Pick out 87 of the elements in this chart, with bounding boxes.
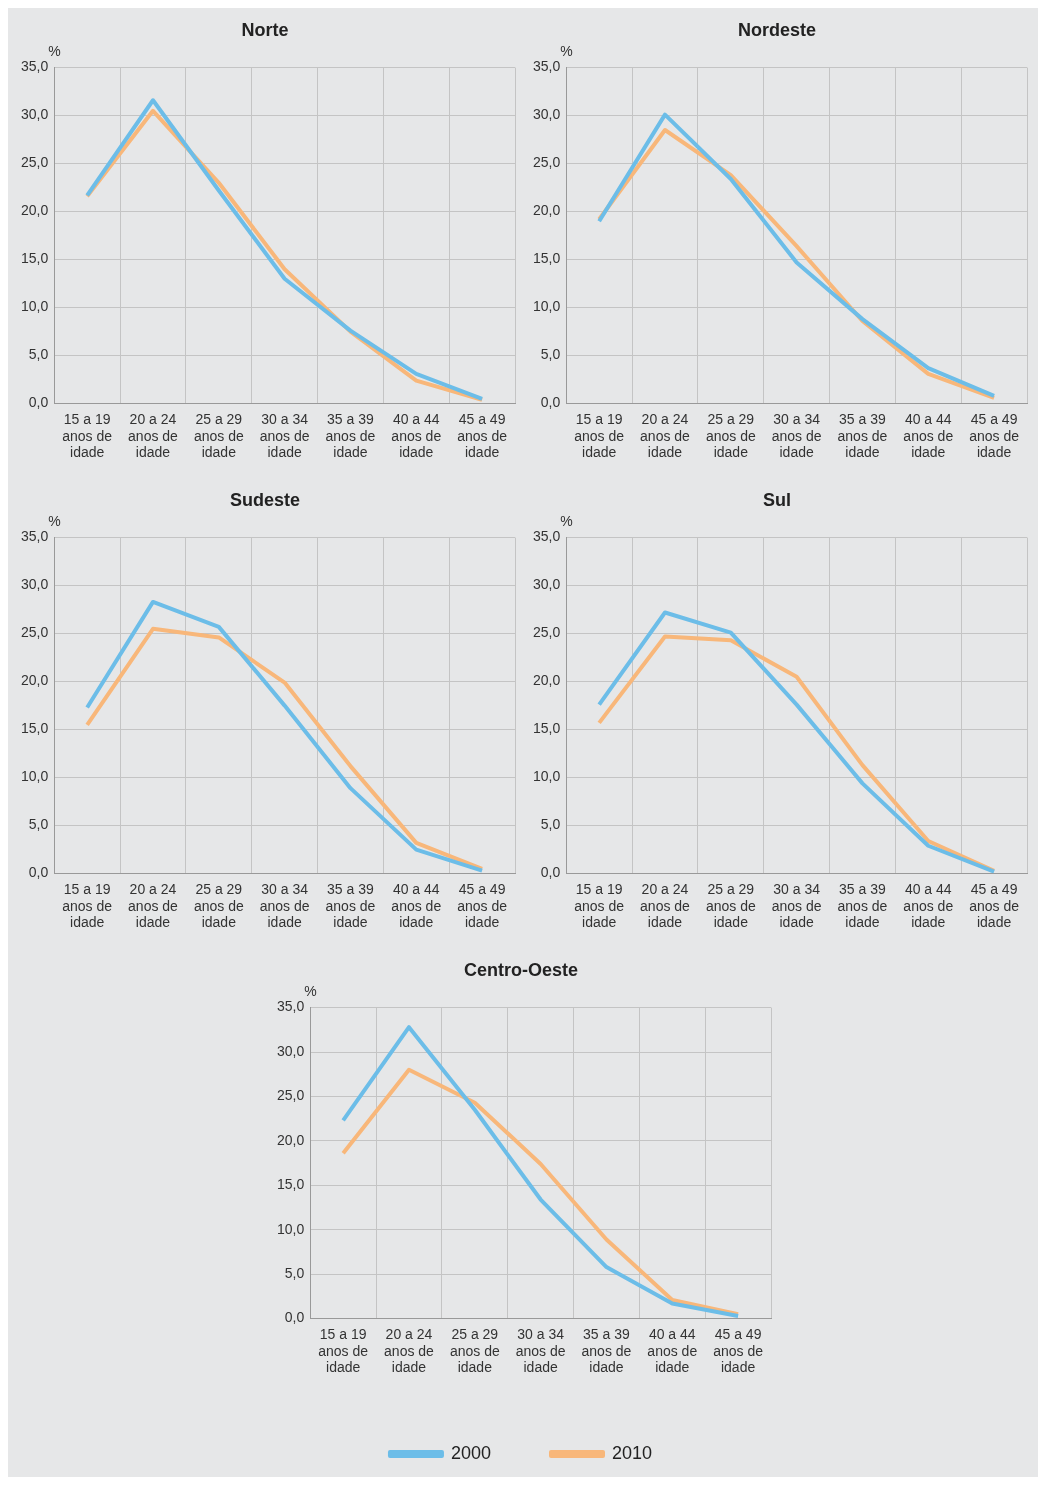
y-tick-label: 5,0 (540, 816, 561, 833)
x-tick-label: 20 a 24 anos de idade (128, 880, 179, 931)
x-tick-label: 15 a 19 anos de idade (62, 410, 113, 461)
y-tick-label: 35,0 (21, 58, 49, 75)
x-tick-label: 15 a 19 anos de idade (574, 880, 625, 931)
y-tick-label: 0,0 (28, 864, 49, 881)
y-tick-label: 25,0 (533, 154, 561, 171)
y-tick-label: 5,0 (28, 346, 49, 363)
x-tick-label: 15 a 19 anos de idade (318, 1325, 369, 1376)
x-tick-label: 35 a 39 anos de idade (325, 880, 376, 931)
y-tick-label: 30,0 (21, 576, 49, 593)
y-tick-label: 25,0 (21, 154, 49, 171)
legend-label: 2010 (612, 1442, 653, 1463)
chart-title: Nordeste (737, 19, 817, 40)
x-tick-label: 15 a 19 anos de idade (62, 880, 113, 931)
y-tick-label: 0,0 (540, 864, 561, 881)
chart-title: Sul (762, 489, 792, 510)
y-axis-title: % (560, 513, 573, 530)
x-tick-label: 45 a 49 anos de idade (457, 880, 508, 931)
chart-title: Centro-Oeste (463, 959, 579, 980)
y-tick-label: 30,0 (21, 106, 49, 123)
x-tick-label: 40 a 44 anos de idade (391, 410, 442, 461)
x-tick-label: 35 a 39 anos de idade (837, 880, 888, 931)
y-tick-label: 0,0 (28, 394, 49, 411)
x-tick-label: 25 a 29 anos de idade (705, 410, 756, 461)
y-tick-label: 35,0 (277, 998, 305, 1015)
y-tick-label: 5,0 (284, 1265, 305, 1282)
y-tick-label: 15,0 (21, 720, 49, 737)
y-tick-label: 25,0 (21, 624, 49, 641)
x-tick-label: 20 a 24 anos de idade (640, 880, 691, 931)
y-tick-label: 35,0 (533, 58, 561, 75)
y-tick-label: 35,0 (21, 528, 49, 545)
x-tick-label: 30 a 34 anos de idade (771, 410, 822, 461)
x-tick-label: 45 a 49 anos de idade (457, 410, 508, 461)
chart-title: Norte (241, 19, 289, 40)
x-tick-label: 40 a 44 anos de idade (903, 410, 954, 461)
legend-label: 2000 (450, 1442, 491, 1463)
y-tick-label: 0,0 (540, 394, 561, 411)
y-tick-label: 25,0 (277, 1087, 305, 1104)
x-tick-label: 25 a 29 anos de idade (705, 880, 756, 931)
x-tick-label: 35 a 39 anos de idade (837, 410, 888, 461)
x-tick-label: 30 a 34 anos de idade (259, 880, 310, 931)
x-tick-label: 45 a 49 anos de idade (713, 1325, 764, 1376)
x-tick-label: 40 a 44 anos de idade (647, 1325, 698, 1376)
y-tick-label: 30,0 (277, 1042, 305, 1059)
chart-title: Sudeste (229, 489, 301, 510)
x-tick-label: 40 a 44 anos de idade (903, 880, 954, 931)
y-tick-label: 20,0 (533, 672, 561, 689)
y-axis-title: % (48, 513, 61, 530)
x-tick-label: 30 a 34 anos de idade (771, 880, 822, 931)
y-tick-label: 20,0 (533, 202, 561, 219)
x-tick-label: 30 a 34 anos de idade (515, 1325, 566, 1376)
y-tick-label: 30,0 (533, 576, 561, 593)
x-tick-label: 30 a 34 anos de idade (259, 410, 310, 461)
x-tick-label: 15 a 19 anos de idade (574, 410, 625, 461)
y-tick-label: 15,0 (533, 250, 561, 267)
x-tick-label: 20 a 24 anos de idade (128, 410, 179, 461)
x-tick-label: 45 a 49 anos de idade (969, 880, 1020, 931)
y-tick-label: 30,0 (533, 106, 561, 123)
x-tick-label: 45 a 49 anos de idade (969, 410, 1020, 461)
y-axis-title: % (304, 983, 317, 1000)
y-tick-label: 10,0 (533, 298, 561, 315)
y-tick-label: 10,0 (277, 1220, 305, 1237)
y-axis-title: % (560, 43, 573, 60)
y-tick-label: 10,0 (21, 298, 49, 315)
x-tick-label: 25 a 29 anos de idade (449, 1325, 500, 1376)
x-tick-label: 40 a 44 anos de idade (391, 880, 442, 931)
x-tick-label: 25 a 29 anos de idade (193, 880, 244, 931)
y-tick-label: 15,0 (277, 1176, 305, 1193)
x-tick-label: 35 a 39 anos de idade (325, 410, 376, 461)
y-tick-label: 35,0 (533, 528, 561, 545)
y-tick-label: 20,0 (21, 202, 49, 219)
y-tick-label: 20,0 (277, 1131, 305, 1148)
y-tick-label: 15,0 (533, 720, 561, 737)
y-tick-label: 15,0 (21, 250, 49, 267)
x-tick-label: 20 a 24 anos de idade (640, 410, 691, 461)
y-axis-title: % (48, 43, 61, 60)
y-tick-label: 0,0 (284, 1309, 305, 1326)
x-tick-label: 25 a 29 anos de idade (193, 410, 244, 461)
y-tick-label: 25,0 (533, 624, 561, 641)
y-tick-label: 10,0 (21, 768, 49, 785)
x-tick-label: 20 a 24 anos de idade (384, 1325, 435, 1376)
y-tick-label: 20,0 (21, 672, 49, 689)
y-tick-label: 5,0 (28, 816, 49, 833)
y-tick-label: 5,0 (540, 346, 561, 363)
x-tick-label: 35 a 39 anos de idade (581, 1325, 632, 1376)
y-tick-label: 10,0 (533, 768, 561, 785)
